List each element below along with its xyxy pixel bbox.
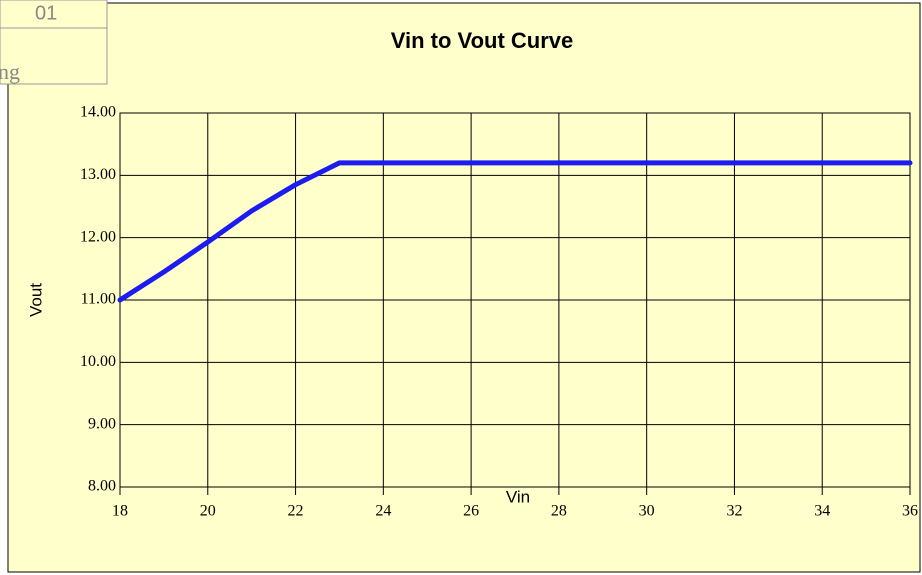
x-tick-label: 32	[726, 503, 742, 520]
x-tick-label: 22	[288, 503, 304, 520]
x-tick-label: 24	[375, 503, 391, 520]
x-tick-label: 26	[463, 503, 479, 520]
x-tick-label: 18	[112, 503, 128, 520]
y-tick-label: 8.00	[88, 478, 116, 495]
overlap-text: 01	[35, 2, 57, 24]
y-axis-label: Vout	[26, 283, 45, 317]
x-tick-label: 30	[639, 503, 655, 520]
y-tick-label: 13.00	[80, 166, 116, 183]
chart-background	[7, 2, 921, 573]
overlap-box	[0, 0, 108, 85]
y-tick-label: 12.00	[80, 228, 116, 245]
chart-title: Vin to Vout Curve	[391, 28, 574, 53]
x-axis-label: Vin	[506, 487, 530, 506]
y-tick-label: 11.00	[81, 291, 116, 308]
y-tick-label: 10.00	[80, 353, 116, 370]
y-tick-label: 9.00	[88, 415, 116, 432]
y-tick-label: 14.00	[80, 104, 116, 121]
x-tick-label: 34	[814, 503, 830, 520]
overlap-text: ng	[0, 59, 20, 84]
x-tick-label: 36	[902, 503, 918, 520]
x-tick-label: 20	[200, 503, 216, 520]
data-line	[117, 160, 913, 303]
x-tick-label: 28	[551, 503, 567, 520]
